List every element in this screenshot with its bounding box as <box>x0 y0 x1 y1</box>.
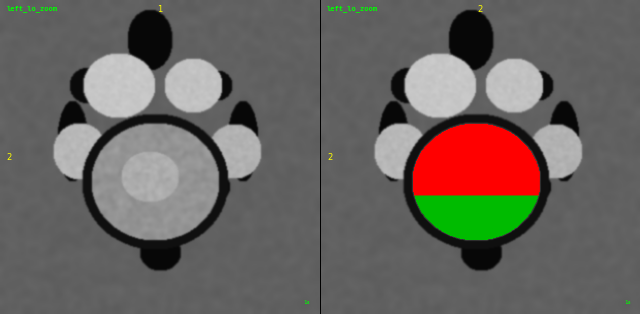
Text: 1: 1 <box>157 5 163 14</box>
Text: 1a: 1a <box>303 300 310 305</box>
Text: 2: 2 <box>327 153 332 161</box>
Text: 2: 2 <box>6 153 12 161</box>
Text: left_lo_zoom: left_lo_zoom <box>327 5 378 12</box>
Text: 1a: 1a <box>624 300 630 305</box>
Text: 2: 2 <box>477 5 483 14</box>
Text: left_lo_zoom: left_lo_zoom <box>6 5 58 12</box>
